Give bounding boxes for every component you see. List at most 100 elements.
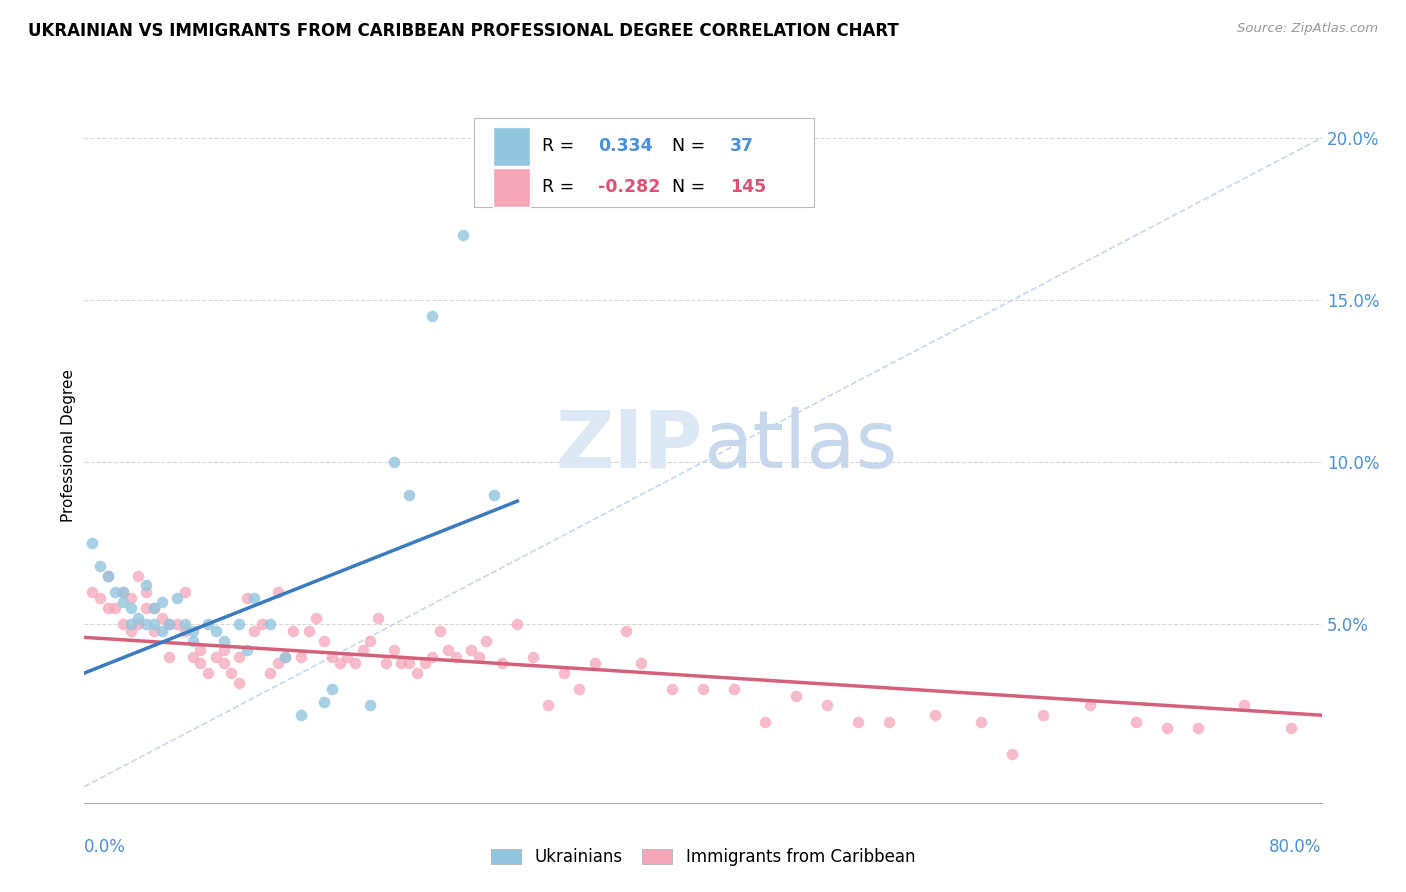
Point <box>321 682 343 697</box>
Point <box>1032 708 1054 723</box>
Y-axis label: Professional Degree: Professional Degree <box>60 369 76 523</box>
Point <box>135 578 157 592</box>
Point <box>143 617 166 632</box>
Text: N =: N = <box>672 178 711 196</box>
Text: 0.0%: 0.0% <box>84 838 127 856</box>
Point <box>166 591 188 606</box>
Point <box>205 624 228 638</box>
Point <box>112 595 135 609</box>
Point <box>228 675 250 690</box>
Text: 145: 145 <box>730 178 766 196</box>
Point <box>924 708 946 723</box>
Point <box>97 601 120 615</box>
Point <box>120 624 142 638</box>
Point <box>583 657 606 671</box>
Point <box>970 714 993 729</box>
Point <box>283 624 305 638</box>
Point <box>236 643 259 657</box>
Point <box>553 666 575 681</box>
Point <box>252 617 274 632</box>
Point <box>305 611 328 625</box>
Point <box>468 649 491 664</box>
Point <box>367 611 389 625</box>
Legend: Ukrainians, Immigrants from Caribbean: Ukrainians, Immigrants from Caribbean <box>482 840 924 875</box>
Point <box>314 695 336 709</box>
Point <box>692 682 714 697</box>
Point <box>846 714 869 729</box>
Point <box>212 657 235 671</box>
Point <box>382 455 405 469</box>
Point <box>630 657 652 671</box>
Point <box>97 568 120 582</box>
Point <box>437 643 460 657</box>
Point <box>329 657 352 671</box>
Point <box>1187 721 1209 735</box>
Point <box>104 585 127 599</box>
FancyBboxPatch shape <box>492 127 530 166</box>
Point <box>1001 747 1024 761</box>
Point <box>159 617 181 632</box>
Point <box>267 585 290 599</box>
Point <box>174 624 197 638</box>
Point <box>135 601 157 615</box>
Point <box>336 649 359 664</box>
Text: -0.282: -0.282 <box>598 178 661 196</box>
Point <box>89 559 111 574</box>
Point <box>82 536 104 550</box>
Point <box>205 649 228 664</box>
Text: ZIP: ZIP <box>555 407 703 485</box>
Point <box>259 666 281 681</box>
Point <box>537 698 560 713</box>
Point <box>321 649 343 664</box>
Point <box>314 633 336 648</box>
Point <box>82 585 104 599</box>
Point <box>174 585 197 599</box>
FancyBboxPatch shape <box>492 168 530 207</box>
Point <box>221 666 243 681</box>
Point <box>197 666 219 681</box>
Point <box>159 617 181 632</box>
Point <box>1125 714 1147 729</box>
Point <box>453 228 475 243</box>
Point <box>143 624 166 638</box>
Point <box>422 649 444 664</box>
Text: Source: ZipAtlas.com: Source: ZipAtlas.com <box>1237 22 1378 36</box>
FancyBboxPatch shape <box>474 118 814 207</box>
Point <box>128 611 150 625</box>
Point <box>290 649 312 664</box>
Point <box>174 617 197 632</box>
Point <box>259 617 281 632</box>
Point <box>274 649 297 664</box>
Text: N =: N = <box>672 137 711 155</box>
Point <box>181 649 204 664</box>
Point <box>128 568 150 582</box>
Point <box>159 649 181 664</box>
Point <box>877 714 900 729</box>
Point <box>120 591 142 606</box>
Point <box>236 591 259 606</box>
Point <box>150 624 173 638</box>
Point <box>181 624 204 638</box>
Text: UKRAINIAN VS IMMIGRANTS FROM CARIBBEAN PROFESSIONAL DEGREE CORRELATION CHART: UKRAINIAN VS IMMIGRANTS FROM CARIBBEAN P… <box>28 22 898 40</box>
Point <box>212 633 235 648</box>
Point <box>181 633 204 648</box>
Point <box>112 585 135 599</box>
Point <box>1279 721 1302 735</box>
Point <box>614 624 637 638</box>
Point <box>360 633 382 648</box>
Point <box>150 595 173 609</box>
Text: 0.334: 0.334 <box>598 137 652 155</box>
Point <box>754 714 776 729</box>
Point <box>267 657 290 671</box>
Point <box>506 617 529 632</box>
Point <box>135 585 157 599</box>
Point <box>429 624 451 638</box>
Point <box>723 682 745 697</box>
Text: R =: R = <box>543 137 579 155</box>
Point <box>360 698 382 713</box>
Point <box>120 601 142 615</box>
Point <box>243 624 266 638</box>
Point <box>120 617 142 632</box>
Point <box>1156 721 1178 735</box>
Point <box>97 568 120 582</box>
